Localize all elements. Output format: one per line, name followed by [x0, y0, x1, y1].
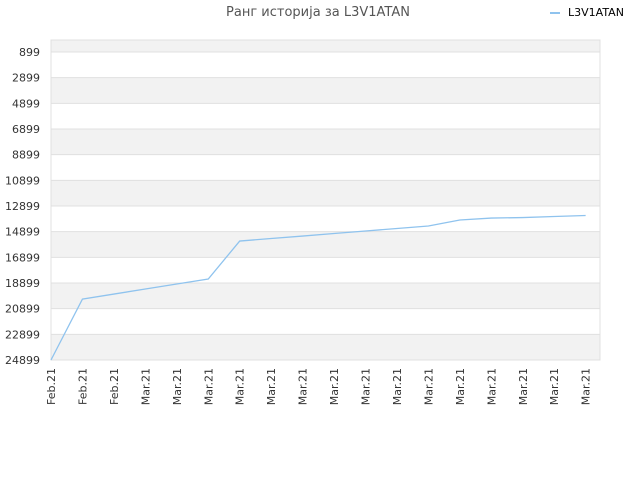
y-tick-label: 22899 [5, 328, 40, 341]
x-tick-label: Mar.21 [548, 368, 561, 405]
x-tick-label: Mar.21 [580, 368, 593, 405]
x-tick-label: Mar.21 [139, 368, 152, 405]
x-tick-label: Mar.21 [328, 368, 341, 405]
y-tick-label: 899 [19, 46, 40, 59]
band [51, 128, 600, 155]
y-tick-label: 8899 [12, 149, 40, 162]
x-tick-label: Mar.21 [360, 368, 373, 405]
x-tick-label: Mar.21 [265, 368, 278, 405]
y-tick-label: 12899 [5, 200, 40, 213]
x-tick-label: Mar.21 [202, 368, 215, 405]
band [51, 154, 600, 181]
x-tick-label: Mar.21 [422, 368, 435, 405]
y-tick-label: 24899 [5, 354, 40, 367]
x-tick-label: Feb.21 [45, 368, 58, 405]
x-tick-label: Mar.21 [297, 368, 310, 405]
band [51, 231, 600, 258]
band [51, 103, 600, 129]
chart-title: Ранг историја за L3V1ATAN [226, 5, 410, 20]
y-tick-label: 18899 [5, 277, 40, 290]
y-tick-label: 16899 [5, 251, 40, 264]
band [51, 180, 600, 206]
x-tick-label: Mar.21 [171, 368, 184, 405]
band [51, 77, 600, 104]
legend-label: L3V1ATAN [568, 6, 624, 19]
y-tick-label: 20899 [5, 303, 40, 316]
band [51, 308, 600, 335]
y-tick-label: 6899 [12, 123, 40, 136]
band [51, 205, 600, 232]
line [50, 214, 586, 361]
x-tick-label: Mar.21 [485, 368, 498, 405]
x-tick-label: Feb.21 [76, 368, 89, 405]
band [51, 51, 600, 78]
y-tick-label: 14899 [5, 226, 40, 239]
x-tick-label: Mar.21 [391, 368, 404, 405]
y-tick-label: 10899 [5, 174, 40, 187]
y-tick-label: 2899 [12, 72, 40, 85]
y-tick-label: 4899 [12, 97, 40, 110]
x-tick-label: Mar.21 [517, 368, 530, 405]
x-tick-label: Feb.21 [108, 368, 121, 405]
band [51, 40, 600, 52]
band [51, 282, 600, 309]
band [51, 334, 600, 360]
x-tick-label: Mar.21 [234, 368, 247, 405]
x-tick-label: Mar.21 [454, 368, 467, 405]
band [51, 257, 600, 283]
